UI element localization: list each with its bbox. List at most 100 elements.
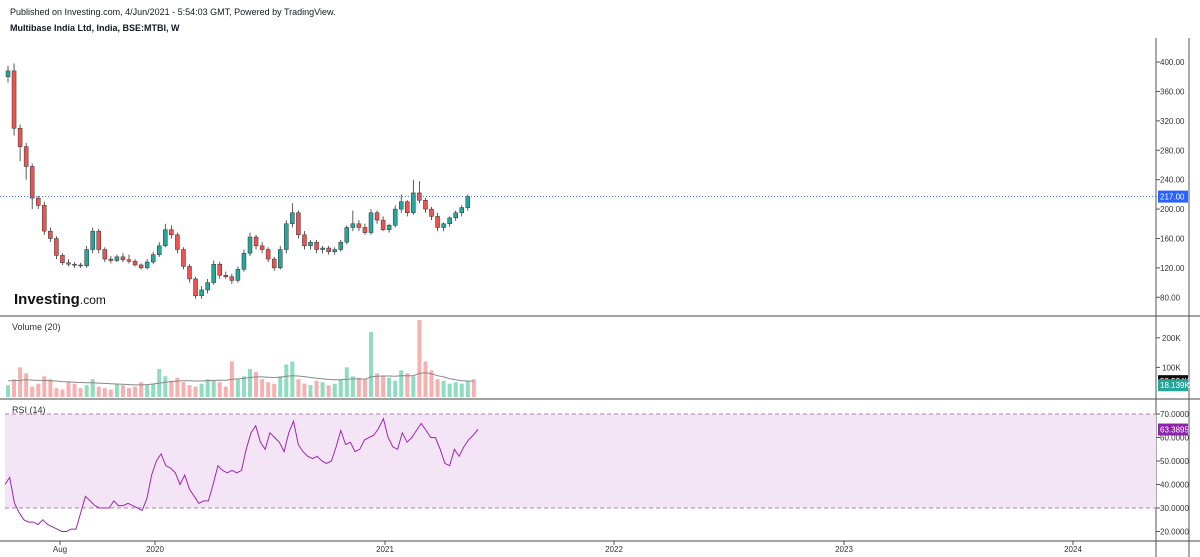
candle-body	[102, 249, 108, 260]
price-tick-label: 320.00	[1160, 117, 1185, 126]
rsi-last-label: 63.3895	[1160, 426, 1189, 435]
candle-body	[278, 249, 283, 269]
volume-bar	[90, 379, 95, 397]
volume-bar	[42, 376, 47, 397]
rsi-tick-label: 40.0000	[1160, 481, 1189, 490]
candle-body	[138, 264, 144, 269]
volume-bar	[217, 382, 222, 397]
volume-bar	[278, 376, 283, 397]
volume-bar	[96, 386, 101, 397]
candle-body	[163, 229, 168, 247]
candle-body	[350, 223, 356, 228]
price-tick-label: 80.00	[1160, 293, 1181, 302]
candle-body	[23, 146, 29, 167]
candle-body	[441, 223, 446, 228]
volume-bar	[18, 367, 23, 397]
volume-bar	[211, 380, 216, 397]
chart-header: Published on Investing.com, 4/Jun/2021 -…	[10, 6, 336, 34]
volume-bar	[332, 383, 337, 397]
volume-bar	[181, 382, 186, 397]
volume-bar	[369, 331, 373, 397]
price-tick-label: 200.00	[1160, 205, 1185, 214]
volume-bar	[235, 379, 240, 397]
volume-bar	[60, 389, 65, 397]
candle-body	[314, 241, 319, 250]
rsi-pane-title: RSI (14)	[12, 405, 46, 415]
candle-body	[193, 278, 198, 297]
candle-body	[332, 249, 337, 252]
candle-body	[411, 192, 416, 214]
candle-body	[453, 212, 458, 219]
volume-bar	[30, 386, 35, 397]
candle-body	[302, 234, 307, 247]
volume-bar	[84, 385, 89, 397]
volume-bar	[193, 386, 198, 397]
candle-body	[205, 282, 210, 291]
candle-body	[392, 208, 398, 226]
candle-body	[271, 258, 277, 269]
volume-last-label: 18.139K	[1160, 381, 1190, 390]
time-tick-label: 2020	[146, 545, 164, 554]
price-tick-label: 360.00	[1160, 87, 1185, 96]
candle-body	[114, 256, 120, 261]
price-tick-label: 120.00	[1160, 264, 1185, 273]
volume-bar	[114, 383, 119, 397]
time-tick-label: 2024	[1064, 545, 1082, 554]
price-tick-label: 160.00	[1160, 234, 1185, 243]
time-tick-label: Aug	[53, 545, 67, 554]
symbol-title: Multibase India Ltd, India, BSE:MTBI, W	[10, 23, 180, 33]
candle-body	[356, 223, 362, 228]
volume-bar	[169, 380, 174, 397]
volume-bar	[381, 376, 386, 397]
volume-bar	[139, 382, 144, 397]
candle-body	[72, 263, 77, 266]
candle-body	[66, 262, 71, 265]
rsi-tick-label: 30.0000	[1160, 504, 1189, 513]
price-candles	[0, 63, 1156, 299]
candle-body	[374, 212, 380, 221]
volume-bar	[48, 379, 53, 397]
candle-body	[465, 196, 471, 208]
candle-body	[144, 261, 150, 269]
candle-body	[368, 212, 374, 233]
volume-bar	[320, 382, 325, 397]
volume-tick-label: 200K	[1162, 334, 1181, 343]
volume-bar	[435, 379, 440, 397]
volume-bar	[151, 383, 156, 397]
volume-bar	[362, 379, 367, 397]
volume-bar	[108, 389, 113, 397]
volume-bar	[6, 385, 10, 397]
candle-body	[90, 230, 95, 250]
candle-body	[320, 247, 325, 250]
volume-bar	[260, 379, 265, 397]
volume-bar	[356, 377, 361, 397]
candle-body	[108, 258, 114, 261]
volume-bar	[405, 373, 410, 397]
rsi-tick-label: 50.0000	[1160, 457, 1189, 466]
candle-body	[211, 263, 216, 283]
volume-bar	[145, 385, 150, 397]
volume-bar	[453, 382, 458, 397]
volume-bar	[387, 377, 392, 397]
candle-body	[132, 261, 138, 266]
volume-pane-title: Volume (20)	[12, 322, 61, 332]
volume-bar	[66, 382, 71, 397]
volume-bar	[223, 386, 228, 397]
candle-body	[199, 289, 204, 297]
rsi-last-label-bg	[1158, 423, 1188, 436]
time-axis: Aug 2020 2021 2022 2023 2024	[53, 541, 1082, 554]
volume-tick-label: 100K	[1162, 363, 1181, 372]
volume-bar	[375, 373, 380, 397]
volume-bar	[284, 364, 289, 397]
volume-bar	[205, 379, 210, 397]
volume-bar	[254, 371, 259, 397]
candle-body	[429, 208, 434, 217]
volume-bar	[102, 388, 107, 397]
candle-body	[187, 266, 192, 280]
volume-bar	[350, 376, 355, 397]
volume-bar	[338, 379, 343, 397]
price-tick-label: 400.00	[1160, 58, 1185, 67]
price-tick-label: 280.00	[1160, 146, 1185, 155]
